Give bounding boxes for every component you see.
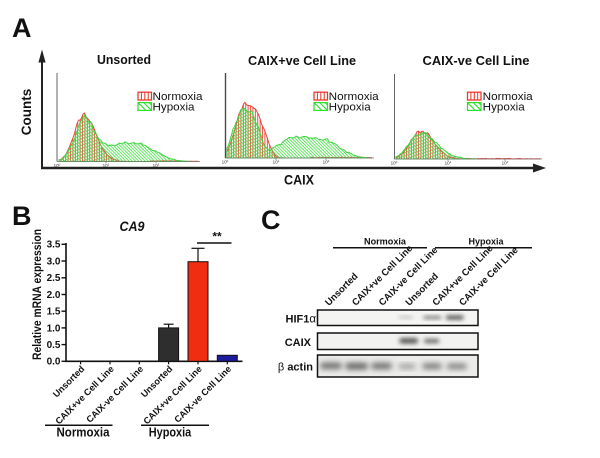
svg-text:Relative mRNA expression: Relative mRNA expression: [30, 229, 44, 360]
svg-text:101: 101: [273, 159, 280, 165]
svg-text:2.0: 2.0: [47, 290, 61, 301]
svg-text:1.0: 1.0: [47, 323, 61, 334]
svg-text:Unsorted: Unsorted: [97, 53, 151, 67]
svg-text:102: 102: [323, 159, 330, 165]
svg-text:A: A: [12, 13, 32, 43]
svg-text:C: C: [261, 205, 281, 235]
svg-text:0.0: 0.0: [47, 357, 61, 368]
svg-text:CAIX: CAIX: [285, 337, 312, 349]
svg-text:3.5: 3.5: [47, 240, 61, 251]
svg-text:Normoxia: Normoxia: [483, 91, 534, 103]
svg-text:102: 102: [502, 160, 509, 166]
svg-text:B: B: [12, 201, 32, 231]
svg-text:101: 101: [103, 163, 110, 169]
svg-text:101: 101: [445, 160, 452, 166]
svg-text:0.5: 0.5: [47, 340, 61, 351]
svg-text:Hypoxia: Hypoxia: [329, 102, 372, 114]
svg-text:Counts: Counts: [19, 89, 34, 136]
svg-text:3.0: 3.0: [47, 256, 61, 267]
svg-text:100: 100: [222, 159, 229, 165]
svg-text:2.5: 2.5: [47, 273, 61, 284]
svg-text:β actin: β actin: [278, 362, 313, 374]
svg-text:1.5: 1.5: [47, 307, 61, 318]
svg-text:CAIX-ve Cell Line: CAIX-ve Cell Line: [423, 54, 530, 68]
svg-text:Hypoxia: Hypoxia: [153, 102, 196, 114]
svg-text:Hypoxia: Hypoxia: [483, 102, 526, 114]
svg-text:Normoxia: Normoxia: [57, 426, 111, 440]
svg-text:Normoxia: Normoxia: [329, 91, 380, 103]
svg-text:Hypoxia: Hypoxia: [149, 426, 192, 440]
svg-text:HIF1α: HIF1α: [286, 314, 317, 326]
svg-text:CAIX+ve Cell Line: CAIX+ve Cell Line: [248, 54, 356, 68]
svg-text:CAIX: CAIX: [284, 172, 315, 188]
svg-text:CA9: CA9: [120, 219, 145, 234]
svg-text:Normoxia: Normoxia: [364, 237, 407, 248]
svg-text:102: 102: [153, 163, 160, 169]
svg-text:Normoxia: Normoxia: [153, 91, 204, 103]
svg-text:**: **: [212, 230, 222, 244]
svg-text:100: 100: [54, 163, 61, 169]
svg-text:Hypoxia: Hypoxia: [469, 237, 505, 248]
svg-text:100: 100: [391, 160, 398, 166]
